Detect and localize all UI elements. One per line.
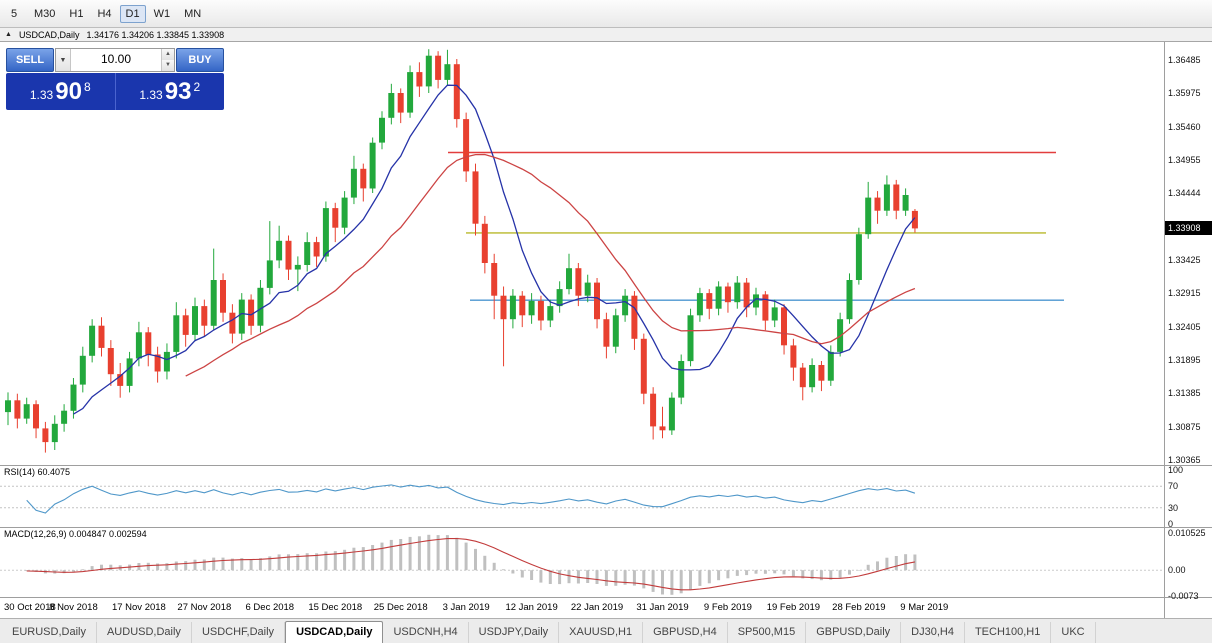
tab-GBPUSD-Daily[interactable]: GBPUSD,Daily <box>806 622 901 643</box>
mt4-window: 5M30H1H4D1W1MN ▲ USDCAD,Daily 1.34176 1.… <box>0 0 1212 643</box>
tab-GBPUSD-H4[interactable]: GBPUSD,H4 <box>643 622 728 643</box>
date-label: 6 Dec 2018 <box>246 602 295 613</box>
timeframe-H4[interactable]: H4 <box>91 5 117 23</box>
price-tick: 1.34444 <box>1168 188 1201 198</box>
price-tick: 1.35975 <box>1168 88 1201 98</box>
sell-price-sup: 8 <box>84 80 91 94</box>
price-tick: 1.30365 <box>1168 455 1201 465</box>
tab-TECH100-H1[interactable]: TECH100,H1 <box>965 622 1051 643</box>
buy-price-sup: 2 <box>193 80 200 94</box>
sell-price-big: 90 <box>55 80 82 104</box>
chart-caption: ▲ USDCAD,Daily 1.34176 1.34206 1.33845 1… <box>0 28 1212 42</box>
date-label: 9 Mar 2019 <box>900 602 948 613</box>
price-tick: 1.34955 <box>1168 155 1201 165</box>
macd-tick: 0.00 <box>1168 565 1186 575</box>
macd-axis: 0.010525 0.00 -0.0073 <box>1165 528 1212 598</box>
date-label: 12 Jan 2019 <box>505 602 557 613</box>
buy-price-big: 93 <box>165 80 192 104</box>
date-label: 19 Feb 2019 <box>767 602 820 613</box>
one-click-trading-panel: SELL ▼ 10.00 ▲ ▼ BUY <box>6 48 224 110</box>
timeframe-toolbar: 5M30H1H4D1W1MN <box>0 0 1212 28</box>
tab-DJ30-H4[interactable]: DJ30,H4 <box>901 622 965 643</box>
sell-price-small: 1.33 <box>30 88 53 102</box>
volume-value[interactable]: 10.00 <box>71 49 161 71</box>
date-label: 28 Feb 2019 <box>832 602 885 613</box>
timeframe-D1[interactable]: D1 <box>120 5 146 23</box>
date-label: 3 Jan 2019 <box>443 602 490 613</box>
price-tick: 1.32915 <box>1168 288 1201 298</box>
rsi-tick: 30 <box>1168 503 1178 513</box>
date-label: 30 Oct 2018 <box>4 602 56 613</box>
macd-tick: -0.0073 <box>1168 591 1199 601</box>
rsi-tick: 100 <box>1168 465 1183 475</box>
macd-panel[interactable]: MACD(12,26,9) 0.004847 0.002594 <box>0 528 1164 598</box>
sell-button[interactable]: SELL <box>6 48 54 72</box>
sell-price[interactable]: 1.33 90 8 <box>6 73 116 110</box>
rsi-axis: 10070300 <box>1165 466 1212 528</box>
macd-canvas <box>0 528 1164 597</box>
chart-ohlc-values: 1.34176 1.34206 1.33845 1.33908 <box>86 30 224 40</box>
rsi-label: RSI(14) 60.4075 <box>4 467 70 477</box>
price-tick: 1.33425 <box>1168 255 1201 265</box>
timeframe-5[interactable]: 5 <box>2 5 26 23</box>
tab-AUDUSD-Daily[interactable]: AUDUSD,Daily <box>97 622 192 643</box>
axis-corner <box>1165 598 1212 618</box>
timeframe-MN[interactable]: MN <box>178 5 207 23</box>
tab-USDCNH-H4[interactable]: USDCNH,H4 <box>383 622 468 643</box>
tab-USDJPY-Daily[interactable]: USDJPY,Daily <box>469 622 560 643</box>
date-label: 15 Dec 2018 <box>308 602 362 613</box>
date-label: 9 Feb 2019 <box>704 602 752 613</box>
price-tick: 1.30875 <box>1168 422 1201 432</box>
timeframe-H1[interactable]: H1 <box>63 5 89 23</box>
chart-tabs: EURUSD,DailyAUDUSD,DailyUSDCHF,DailyUSDC… <box>0 618 1212 643</box>
price-tick: 1.36485 <box>1168 55 1201 65</box>
collapse-one-click-icon[interactable]: ▲ <box>5 31 12 38</box>
rsi-panel[interactable]: RSI(14) 60.4075 <box>0 466 1164 528</box>
macd-label: MACD(12,26,9) 0.004847 0.002594 <box>4 529 147 539</box>
price-tick: 1.31895 <box>1168 355 1201 365</box>
date-label: 25 Dec 2018 <box>374 602 428 613</box>
chart-title: USDCAD,Daily <box>19 30 80 40</box>
buy-price[interactable]: 1.33 93 2 <box>116 73 225 110</box>
price-axis[interactable]: 1.33908 1.36485 1.35975 1.35460 1.34955 1.34… <box>1165 42 1212 466</box>
date-label: 8 Nov 2018 <box>49 602 98 613</box>
volume-down-button[interactable]: ▼ <box>162 60 174 71</box>
tab-USDCAD-Daily[interactable]: USDCAD,Daily <box>285 621 383 643</box>
price-tick: 1.31385 <box>1168 388 1201 398</box>
tab-USDCHF-Daily[interactable]: USDCHF,Daily <box>192 622 285 643</box>
current-price-badge: 1.33908 <box>1165 221 1212 235</box>
date-label: 31 Jan 2019 <box>636 602 688 613</box>
timeframe-M30[interactable]: M30 <box>28 5 61 23</box>
volume-up-button[interactable]: ▲ <box>162 49 174 60</box>
date-label: 17 Nov 2018 <box>112 602 166 613</box>
date-label: 22 Jan 2019 <box>571 602 623 613</box>
buy-price-small: 1.33 <box>139 88 162 102</box>
buy-button[interactable]: BUY <box>176 48 224 72</box>
price-axis-column: 1.33908 1.36485 1.35975 1.35460 1.34955 1.34… <box>1164 42 1212 618</box>
rsi-canvas <box>0 466 1164 527</box>
price-chart[interactable]: SELL ▼ 10.00 ▲ ▼ BUY <box>0 42 1164 466</box>
date-label: 27 Nov 2018 <box>177 602 231 613</box>
rsi-tick: 70 <box>1168 481 1178 491</box>
tab-EURUSD-Daily[interactable]: EURUSD,Daily <box>2 622 97 643</box>
macd-tick: 0.010525 <box>1168 528 1206 538</box>
tab-UKC[interactable]: UKC <box>1051 622 1095 643</box>
chart-area: SELL ▼ 10.00 ▲ ▼ BUY <box>0 42 1212 618</box>
price-tick: 1.35460 <box>1168 122 1201 132</box>
volume-dropdown-icon[interactable]: ▼ <box>56 49 71 71</box>
tab-SP500-M15[interactable]: SP500,M15 <box>728 622 806 643</box>
volume-input[interactable]: ▼ 10.00 ▲ ▼ <box>55 48 175 72</box>
tab-XAUUSD-H1[interactable]: XAUUSD,H1 <box>559 622 643 643</box>
time-axis[interactable]: 30 Oct 20188 Nov 2018 17 Nov 2018 27 Nov 2… <box>0 598 1164 618</box>
price-tick: 1.32405 <box>1168 322 1201 332</box>
timeframe-W1[interactable]: W1 <box>148 5 177 23</box>
